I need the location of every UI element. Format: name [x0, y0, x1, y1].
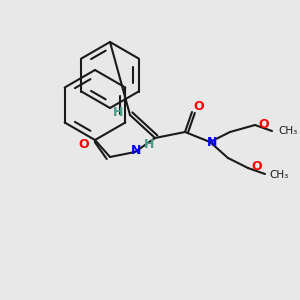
Text: O: O	[79, 137, 89, 151]
Text: O: O	[252, 160, 262, 173]
Text: N: N	[131, 143, 141, 157]
Text: H: H	[113, 106, 123, 119]
Text: CH₃: CH₃	[278, 126, 298, 136]
Text: N: N	[207, 136, 217, 148]
Text: H: H	[144, 137, 154, 151]
Text: CH₃: CH₃	[269, 170, 289, 180]
Text: O: O	[194, 100, 204, 113]
Text: O: O	[259, 118, 269, 130]
